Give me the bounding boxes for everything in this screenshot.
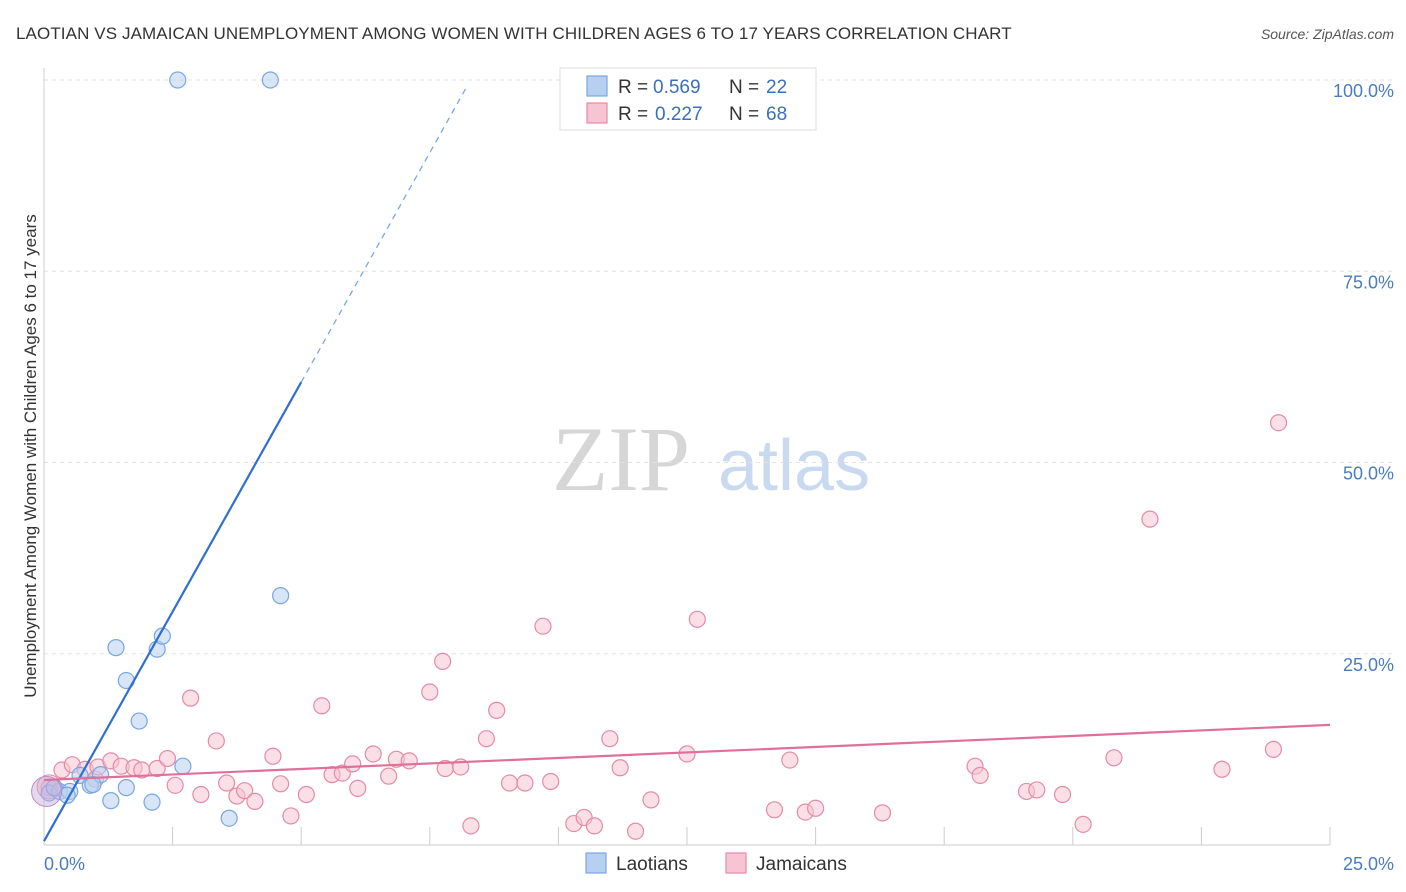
jamaicans-point-11	[158, 749, 177, 768]
jamaicans-point-50	[642, 791, 660, 809]
y-tick-label-3: 25.0%	[1343, 655, 1394, 675]
jamaicans-point-39	[488, 701, 506, 719]
jamaicans-point-64	[1105, 749, 1123, 767]
jamaicans-point-14	[192, 785, 210, 804]
bottom-legend-swatch-laotians	[585, 852, 607, 874]
jamaicans-point-49	[626, 822, 645, 840]
jamaicans-point-32	[400, 752, 418, 770]
bottom-legend-label-jamaicans: Jamaicans	[756, 854, 847, 875]
x-tick-label-left: 0.0%	[44, 854, 85, 874]
jamaicans-point-68	[1269, 414, 1288, 432]
y-tick-label-0: 100.0%	[1333, 81, 1394, 101]
laotians-trend-line	[43, 381, 303, 842]
jamaicans-point-12	[166, 776, 184, 794]
series-legend: Laotians Jamaicans	[585, 852, 847, 875]
jamaicans-point-40	[500, 774, 519, 792]
jamaicans-point-21	[272, 775, 290, 793]
laotians-point-11	[143, 793, 161, 811]
trend-lines	[43, 88, 1331, 842]
jamaicans-point-27	[344, 755, 362, 773]
laotians-point-8	[117, 779, 135, 797]
jamaicans-point-29	[364, 745, 382, 763]
jamaicans-point-33	[421, 683, 439, 701]
x-tick-label-right: 25.0%	[1343, 854, 1394, 874]
jamaicans-point-15	[207, 732, 225, 750]
gridlines	[44, 79, 1394, 655]
jamaicans-point-13	[182, 689, 200, 707]
jamaicans-point-10	[148, 759, 166, 778]
jamaicans-point-46	[585, 817, 604, 835]
jamaicans-point-43	[542, 772, 560, 791]
legend-n-value-laotians: 22	[766, 77, 787, 98]
jamaicans-point-53	[765, 801, 784, 819]
jamaicans-point-37	[462, 817, 480, 835]
jamaicans-trend-line	[43, 723, 1331, 782]
jamaicans-point-56	[806, 799, 825, 817]
jamaicans-point-20	[264, 747, 282, 765]
jamaicans-point-67	[1264, 740, 1283, 758]
jamaicans-point-66	[1213, 760, 1231, 778]
chart-title: LAOTIAN VS JAMAICAN UNEMPLOYMENT AMONG W…	[16, 24, 1012, 43]
legend-r-label-jamaicans: R =	[618, 104, 648, 125]
jamaicans-point-47	[601, 730, 619, 748]
legend-n-label-laotians: N =	[729, 77, 759, 98]
jamaicans-point-18	[236, 782, 254, 800]
laotians-point-10	[130, 712, 148, 730]
x-ticks	[172, 827, 1331, 845]
y-axis-label: Unemployment Among Women with Children A…	[21, 214, 40, 698]
jamaicans-point-52	[688, 610, 706, 628]
stats-legend: R = 0.569 N = 22 R = 0.227 N = 68	[559, 67, 817, 131]
laotians-point-21	[84, 775, 102, 794]
legend-r-value-laotians: 0.569	[653, 77, 701, 98]
jamaicans-point-22	[282, 807, 300, 825]
laotians-point-17	[261, 71, 279, 89]
jamaicans-point-41	[516, 774, 534, 792]
laotians-cluster-point	[31, 775, 63, 807]
jamaicans-point-28	[349, 779, 367, 797]
bottom-legend-label-laotians: Laotians	[616, 854, 688, 875]
laotians-point-14	[169, 71, 187, 89]
legend-n-value-jamaicans: 68	[766, 104, 787, 125]
chart-source: Source: ZipAtlas.com	[1261, 26, 1394, 42]
jamaicans-point-63	[1074, 815, 1092, 833]
legend-r-label-laotians: R =	[618, 77, 648, 98]
jamaicans-point-19	[246, 792, 264, 810]
jamaicans-point-54	[781, 751, 799, 769]
laotians-trend-extension	[300, 88, 467, 383]
jamaicans-point-38	[477, 730, 495, 748]
jamaicans-point-61	[1028, 781, 1046, 799]
y-tick-label-2: 50.0%	[1343, 464, 1394, 484]
laotians-point-18	[272, 587, 290, 605]
jamaicans-point-16	[218, 774, 236, 792]
jamaicans-point-23	[297, 785, 315, 804]
jamaicans-point-48	[611, 759, 629, 777]
jamaicans-point-30	[380, 767, 398, 785]
jamaicans-point-62	[1053, 785, 1072, 804]
laotians-point-7	[107, 639, 125, 657]
legend-swatch-jamaicans	[586, 102, 608, 124]
jamaicans-point-24	[313, 697, 331, 715]
laotians-point-16	[220, 809, 238, 827]
watermark-zip: ZIP	[552, 408, 690, 510]
watermark-atlas: atlas	[718, 426, 870, 506]
laotians-points	[31, 71, 290, 827]
jamaicans-point-51	[678, 745, 696, 763]
watermark: ZIP atlas	[552, 408, 870, 510]
jamaicans-point-65	[1141, 510, 1159, 528]
jamaicans-point-42	[534, 617, 552, 635]
jamaicans-point-57	[873, 804, 892, 822]
jamaicans-point-34	[434, 652, 452, 671]
legend-swatch-laotians	[586, 75, 608, 97]
bottom-legend-swatch-jamaicans	[725, 852, 747, 874]
legend-r-value-jamaicans: 0.227	[655, 104, 703, 125]
y-tick-labels: 100.0% 75.0% 50.0% 25.0%	[1333, 81, 1394, 675]
laotians-point-15	[174, 757, 192, 775]
legend-n-label-jamaicans: N =	[729, 104, 759, 125]
laotians-point-6	[102, 792, 120, 810]
jamaicans-point-59	[971, 766, 989, 784]
y-tick-label-1: 75.0%	[1343, 272, 1394, 292]
